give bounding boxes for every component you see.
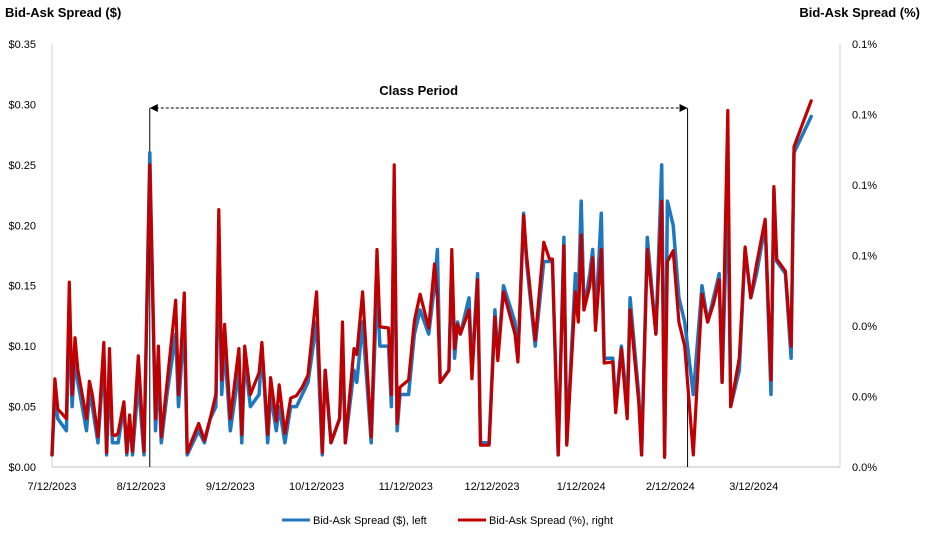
x-axis-ticks: 7/12/2023 8/12/2023 9/12/2023 10/12/2023 11/…	[28, 481, 779, 493]
x-tick-label: 10/12/2023	[289, 481, 344, 493]
left-tick-label: $0.15	[8, 281, 36, 293]
series-layer	[50, 99, 813, 459]
x-tick-label: 8/12/2023	[117, 481, 166, 493]
left-tick-label: $0.20	[8, 220, 36, 232]
legend: Bid-Ask Spread ($), left Bid-Ask Spread …	[282, 515, 613, 527]
right-tick-label: 0.0%	[852, 392, 877, 404]
series-line-pct	[50, 99, 813, 459]
x-tick-label: 2/12/2024	[646, 481, 695, 493]
left-tick-label: $0.00	[8, 462, 36, 474]
legend-label-usd: Bid-Ask Spread ($), left	[313, 515, 427, 527]
x-tick-label: 9/12/2023	[206, 481, 255, 493]
right-tick-label: 0.0%	[852, 321, 877, 333]
x-tick-label: 1/12/2024	[557, 481, 606, 493]
x-tick-label: 3/12/2024	[729, 481, 778, 493]
left-tick-label: $0.10	[8, 341, 36, 353]
left-axis-title: Bid-Ask Spread ($)	[5, 5, 121, 20]
right-tick-label: 0.1%	[852, 110, 877, 122]
right-tick-label: 0.1%	[852, 251, 877, 263]
legend-label-pct: Bid-Ask Spread (%), right	[489, 515, 613, 527]
x-tick-label: 11/12/2023	[379, 481, 433, 493]
x-tick-label: 12/12/2023	[464, 481, 519, 493]
right-axis-title: Bid-Ask Spread (%)	[799, 5, 920, 20]
class-period-arrowhead-right	[679, 104, 688, 112]
right-tick-label: 0.1%	[852, 39, 877, 51]
class-period-arrowhead-left	[149, 104, 158, 112]
right-tick-label: 0.0%	[852, 462, 877, 474]
left-axis-ticks: $0.00 $0.05 $0.10 $0.15 $0.20 $0.25 $0.30 $0.35	[8, 39, 36, 474]
left-tick-label: $0.05	[8, 402, 36, 414]
x-tick-label: 7/12/2023	[28, 481, 77, 493]
class-period-label: Class Period	[379, 83, 458, 98]
right-axis-ticks: 0.0% 0.0% 0.0% 0.1% 0.1% 0.1% 0.1%	[852, 39, 877, 474]
left-tick-label: $0.25	[8, 160, 36, 172]
right-tick-label: 0.1%	[852, 180, 877, 192]
left-tick-label: $0.30	[8, 99, 36, 111]
left-tick-label: $0.35	[8, 39, 36, 51]
